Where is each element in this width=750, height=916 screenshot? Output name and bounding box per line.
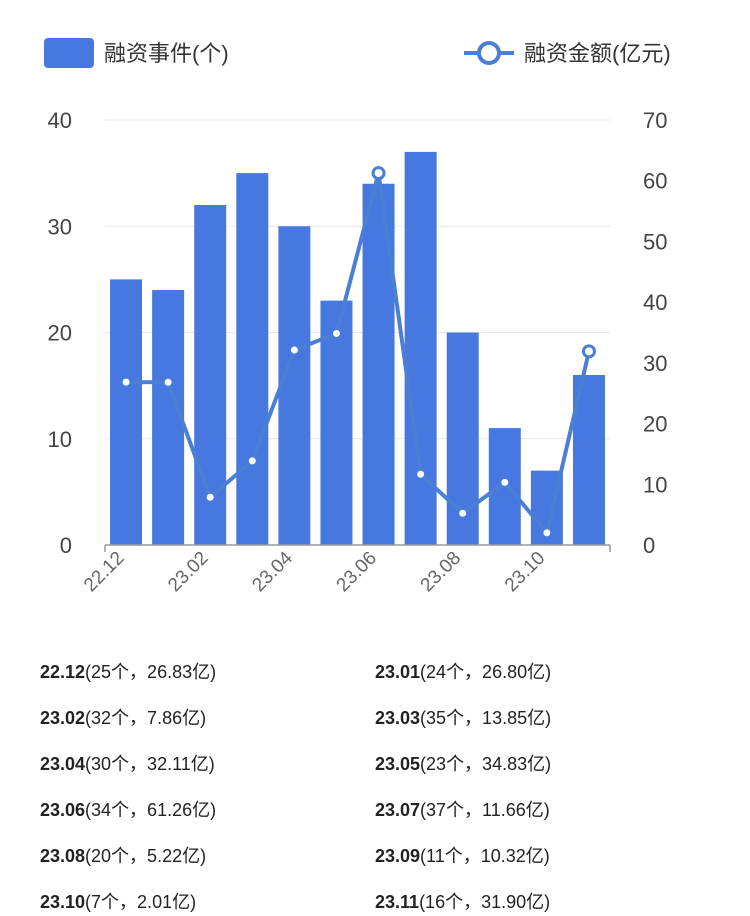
summary-month: 23.01 <box>375 662 421 682</box>
summary-month: 23.08 <box>40 846 86 866</box>
summary-detail: (37个，11.66亿) <box>420 800 550 820</box>
line-point-23.09 <box>501 478 509 486</box>
line-point-23.02 <box>206 493 214 501</box>
summary-detail: (32个，7.86亿) <box>85 708 207 728</box>
line-point-23.01 <box>164 378 172 386</box>
summary-item: 22.12(25个，26.83亿) <box>40 658 216 684</box>
summary-item: 23.06(34个，61.26亿) <box>40 796 216 822</box>
x-tick-label: 23.08 <box>417 548 465 596</box>
line-path <box>126 171 591 535</box>
summary-item: 23.10(7个，2.01亿) <box>40 888 196 914</box>
combo-chart: 融资事件(个) 融资金额(亿元) 0 10 20 30 40 0 10 20 30 40 50 60 7… <box>44 38 671 596</box>
left-tick-label: 40 <box>48 108 72 133</box>
legend: 融资事件(个) 融资金额(亿元) <box>44 38 671 68</box>
right-tick-label: 70 <box>643 108 667 133</box>
summary-month: 23.10 <box>40 892 86 912</box>
left-tick-label: 0 <box>60 533 72 558</box>
summary-month: 23.11 <box>375 892 420 912</box>
summary-detail: (20个，5.22亿) <box>85 846 207 866</box>
summary-item: 23.09(11个，10.32亿) <box>375 842 550 868</box>
summary-detail: (11个，10.32亿) <box>420 846 550 866</box>
summary-month: 22.12 <box>40 662 86 682</box>
summary-month: 23.02 <box>40 708 86 728</box>
bar-23.03 <box>236 173 269 545</box>
right-tick-label: 0 <box>643 533 655 558</box>
summary-detail: (35个，13.85亿) <box>420 708 552 728</box>
summary-month: 23.05 <box>375 754 421 774</box>
bar-23.04 <box>278 226 311 545</box>
line-series <box>122 166 596 537</box>
right-tick-label: 10 <box>643 472 667 497</box>
summary-item: 23.11(16个，31.90亿) <box>375 888 550 914</box>
summary-month: 23.09 <box>375 846 421 866</box>
summary-detail: (23个，34.83亿) <box>420 754 552 774</box>
summary-month: 23.04 <box>40 754 86 774</box>
bar-23.01 <box>152 290 185 545</box>
left-tick-label: 30 <box>48 214 72 239</box>
bar-23.06 <box>362 183 395 545</box>
summary-month: 23.07 <box>375 800 421 820</box>
left-tick-label: 20 <box>48 321 72 346</box>
x-tick-label: 23.04 <box>248 547 297 596</box>
bar-23.09 <box>488 428 521 545</box>
bar-23.05 <box>320 300 353 545</box>
line-point-23.08 <box>459 509 467 517</box>
summary-detail: (25个，26.83亿) <box>85 662 217 682</box>
bar-series <box>110 151 605 545</box>
x-tick-label: 23.02 <box>164 548 212 596</box>
right-tick-label: 60 <box>643 169 667 194</box>
summary-item: 23.02(32个，7.86亿) <box>40 704 206 730</box>
summary-detail: (30个，32.11亿) <box>85 754 215 774</box>
line-point-23.03 <box>248 457 256 465</box>
line-point-23.05 <box>332 330 340 338</box>
bar-23.07 <box>404 151 437 545</box>
line-point-23.10 <box>543 529 551 537</box>
summary-item: 23.07(37个，11.66亿) <box>375 796 550 822</box>
right-tick-label: 40 <box>643 290 667 315</box>
legend-line-label: 融资金额(亿元) <box>524 41 671 66</box>
right-tick-label: 20 <box>643 412 667 437</box>
bar-23.08 <box>446 332 479 545</box>
line-point-23.11 <box>581 344 596 359</box>
line-point-23.04 <box>290 346 298 354</box>
left-tick-label: 10 <box>48 427 72 452</box>
legend-bar-swatch <box>44 38 94 68</box>
legend-line-marker <box>477 41 501 65</box>
axes <box>104 544 611 552</box>
summary-item: 23.08(20个，5.22亿) <box>40 842 206 868</box>
summary-detail: (16个，31.90亿) <box>419 892 551 912</box>
summary-month: 23.06 <box>40 800 86 820</box>
x-tick-label: 23.10 <box>501 548 549 596</box>
summary-item: 23.05(23个，34.83亿) <box>375 750 551 776</box>
right-tick-label: 50 <box>643 229 667 254</box>
summary-detail: (24个，26.80亿) <box>420 662 552 682</box>
x-tick-label: 22.12 <box>80 548 128 596</box>
summary-detail: (7个，2.01亿) <box>85 892 197 912</box>
line-point-23.06 <box>371 166 386 181</box>
summary-detail: (34个，61.26亿) <box>85 800 217 820</box>
legend-bar-label: 融资事件(个) <box>104 41 229 66</box>
line-point-22.12 <box>122 378 130 386</box>
summary-item: 23.04(30个，32.11亿) <box>40 750 215 776</box>
summary-item: 23.01(24个，26.80亿) <box>375 658 551 684</box>
line-point-23.07 <box>417 470 425 478</box>
summary-month: 23.03 <box>375 708 421 728</box>
summary-item: 23.03(35个，13.85亿) <box>375 704 551 730</box>
right-tick-label: 30 <box>643 351 667 376</box>
bar-22.12 <box>110 279 143 545</box>
x-tick-label: 23.06 <box>333 548 381 596</box>
